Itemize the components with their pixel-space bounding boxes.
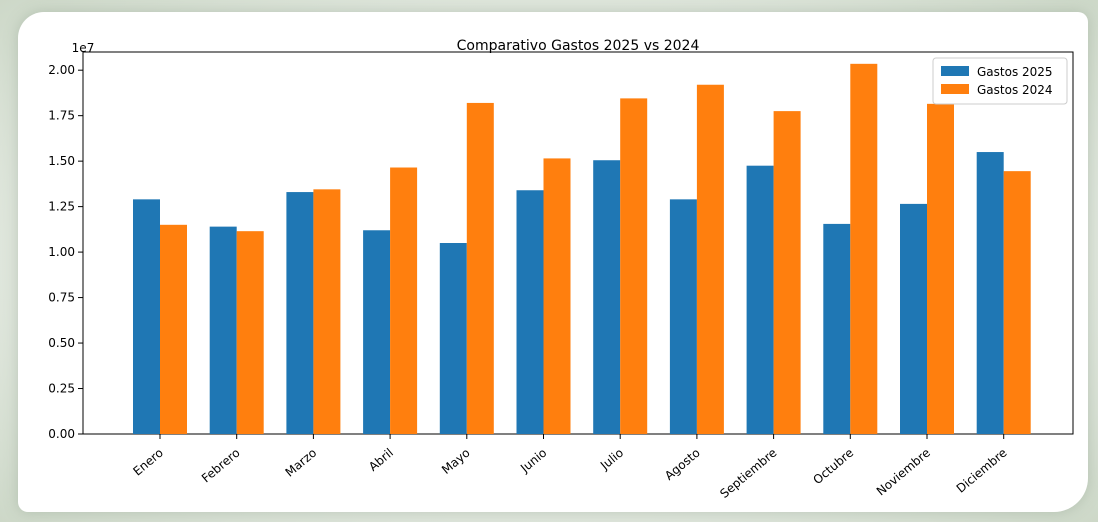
bar-gastos-2024 xyxy=(927,103,954,434)
chart-card: Comparativo Gastos 2025 vs 2024 1e7 0.00 0.… xyxy=(18,12,1088,512)
bar-gastos-2025 xyxy=(593,160,621,434)
bar-gastos-2024 xyxy=(620,98,648,434)
y-tick-label: 0.25 xyxy=(48,382,75,396)
x-tick-label: Marzo xyxy=(283,446,320,480)
x-tick-label: Enero xyxy=(130,446,165,479)
x-tick-label: Julio xyxy=(597,446,626,474)
bar-gastos-2024 xyxy=(696,84,724,434)
x-tick-label: Septiembre xyxy=(717,446,779,501)
x-tick-label: Octubre xyxy=(810,446,856,488)
bar-gastos-2024 xyxy=(850,63,878,434)
bar-gastos-2024 xyxy=(773,111,801,434)
y-tick-label: 1.00 xyxy=(48,245,75,259)
x-tick-label: Abril xyxy=(366,446,396,474)
y-tick-label: 1.50 xyxy=(48,154,75,168)
y-tick-label: 1.25 xyxy=(48,200,75,214)
x-tick-label: Febrero xyxy=(199,446,243,486)
bar-gastos-2025 xyxy=(286,192,314,434)
bar-gastos-2024 xyxy=(236,231,264,434)
bar-gastos-2024 xyxy=(466,102,494,434)
bar-gastos-2024 xyxy=(1003,171,1031,434)
y-tick-label: 0.75 xyxy=(48,291,75,305)
y-tick-label: 1.75 xyxy=(48,109,75,123)
x-tick-label: Mayo xyxy=(439,446,473,477)
legend-swatch xyxy=(941,66,969,76)
bar-gastos-2024 xyxy=(160,224,187,434)
legend-swatch xyxy=(941,84,969,94)
x-tick-label: Agosto xyxy=(662,446,703,483)
bar-gastos-2025 xyxy=(439,243,467,434)
legend-label: Gastos 2024 xyxy=(977,83,1053,97)
x-tick-label: Junio xyxy=(517,446,549,476)
x-tick-label: Noviembre xyxy=(874,446,933,499)
y-tick-label: 2.00 xyxy=(48,63,75,77)
bar-gastos-2025 xyxy=(669,199,697,434)
plot-frame xyxy=(82,51,1074,435)
bar-gastos-2024 xyxy=(390,167,418,434)
bar-gastos-2025 xyxy=(976,152,1004,435)
bar-gastos-2025 xyxy=(363,230,391,434)
bar-gastos-2025 xyxy=(516,190,544,434)
bar-gastos-2025 xyxy=(746,165,774,434)
bar-chart: Comparativo Gastos 2025 vs 20241e70.000.… xyxy=(48,38,1074,501)
legend-label: Gastos 2025 xyxy=(977,65,1053,79)
bar-gastos-2025 xyxy=(900,203,927,434)
bar-gastos-2024 xyxy=(543,158,571,434)
y-tick-label: 0.50 xyxy=(48,336,75,350)
x-tick-label: Diciembre xyxy=(954,446,1010,496)
bar-gastos-2024 xyxy=(313,189,341,434)
bar-gastos-2025 xyxy=(133,199,160,434)
bar-gastos-2025 xyxy=(823,223,851,434)
bar-gastos-2025 xyxy=(209,226,237,434)
chart-title: Comparativo Gastos 2025 vs 2024 xyxy=(457,38,700,54)
y-tick-label: 0.00 xyxy=(48,427,75,441)
